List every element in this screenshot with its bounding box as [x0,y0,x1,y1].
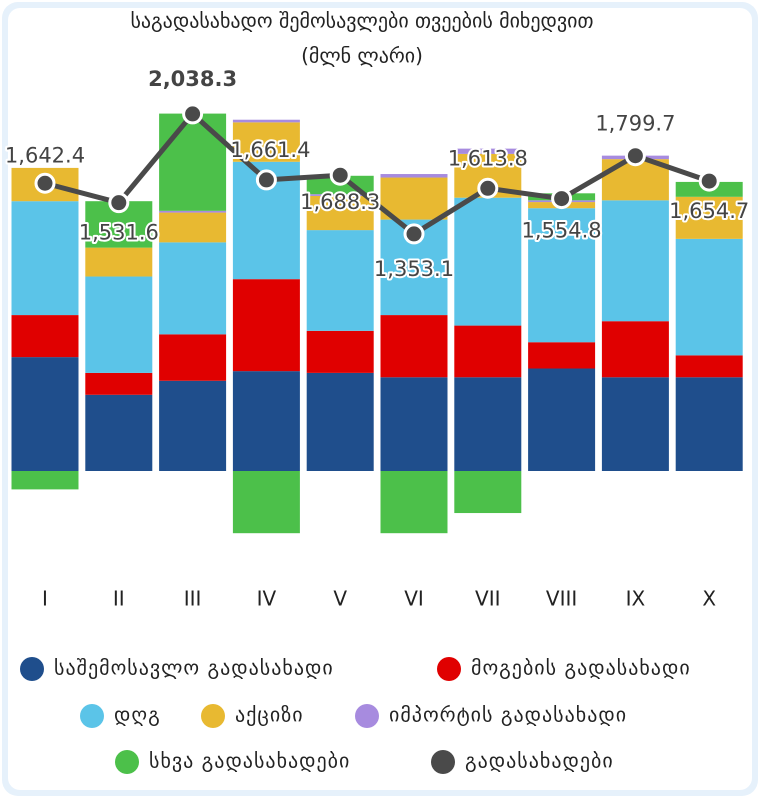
data-label: 1,661.4 [230,138,310,162]
bar-segment [306,230,374,331]
data-label: 2,038.3 [148,67,237,91]
x-tick-label: III [184,587,202,611]
total-marker [34,172,56,194]
x-tick-label: VII [475,587,500,611]
bar-segment [232,122,300,162]
bar-segment [159,242,227,335]
legend-swatch [355,704,379,728]
data-label: 1,353.1 [374,257,454,281]
bar-segment [601,377,669,471]
total-marker [329,164,351,186]
total-marker [255,169,277,191]
legend-label: საშემოსავლო გადასახადი [54,656,334,680]
total-marker [108,192,130,214]
bar-segment [85,394,153,471]
bar-segment [232,471,300,534]
bar-segment [85,276,153,373]
x-tick-label: VIII [546,587,577,611]
data-label: 1,799.7 [595,112,675,136]
legend-label: გადასახადები [465,749,614,773]
bar-segment [528,342,596,369]
chart-title: საგადასახადო შემოსავლები თვეების მიხედვი… [130,9,593,33]
bar-segment [159,334,227,381]
data-label: 1,688.3 [300,190,380,214]
legend-swatch [437,657,461,681]
bar-segment [306,330,374,373]
data-label: 1,554.8 [522,219,602,243]
bar-segment [601,200,669,322]
legend-label: დღგ [114,703,161,727]
bar-segment [11,471,79,490]
bar-segment [380,315,448,378]
bar-segment [232,279,300,372]
bar-segment [528,208,596,343]
bar-segment [454,197,522,326]
total-marker [403,223,425,245]
bar-segment [675,377,743,471]
legend-swatch [431,750,455,774]
bar-segment [159,113,227,211]
x-tick-label: X [702,587,716,611]
bar-segment [232,371,300,471]
bar-segment [454,148,522,154]
bar-segment [232,119,300,123]
bar-segment [675,238,743,356]
bar-segment [380,177,448,220]
bar-segment [159,212,227,243]
bar-segment [380,471,448,534]
legend-label: სხვა გადასახადები [149,749,350,773]
bar-segment [675,355,743,378]
legend-swatch [80,704,104,728]
bar-segment [454,471,522,514]
bar-segment [85,247,153,277]
legend-label: მოგების გადასახადი [471,656,691,680]
bar-segment [454,325,522,378]
x-tick-label: V [333,587,347,611]
bar-segment [11,357,79,471]
bar-segment [528,368,596,471]
data-label: 1,642.4 [5,143,85,167]
bar-segment [601,321,669,378]
bar-segment [675,196,743,239]
bar-segment [159,380,227,471]
x-tick-label: IX [626,587,646,611]
total-line [44,111,711,237]
bar-segment [159,210,227,213]
bar-segment [454,377,522,471]
total-marker [182,103,204,125]
x-tick-label: IV [257,587,277,611]
total-marker [624,145,646,167]
bar-segment [85,372,153,395]
total-marker [551,188,573,210]
x-tick-label: I [42,587,48,611]
bar-segment [306,195,374,231]
data-label: 1,531.6 [79,221,159,245]
x-tick-label: VI [404,587,424,611]
total-marker [698,170,720,192]
legend-swatch [115,750,139,774]
data-label: 1,654.7 [669,199,749,223]
bar-segment [11,201,79,316]
bar-segment [306,194,374,196]
legend-label: აქციზი [235,703,304,727]
bar-segment [380,174,448,178]
bar-segment [11,315,79,358]
legend-label: იმპორტის გადასახადი [389,703,627,727]
chart-subtitle: (მლნ ლარი) [301,44,423,68]
legend-swatch [201,704,225,728]
legend-swatch [20,657,44,681]
x-tick-label: II [113,587,125,611]
bar-segment [306,372,374,471]
data-label: 1,613.8 [448,146,528,170]
total-marker [477,177,499,199]
bar-segment [380,377,448,471]
